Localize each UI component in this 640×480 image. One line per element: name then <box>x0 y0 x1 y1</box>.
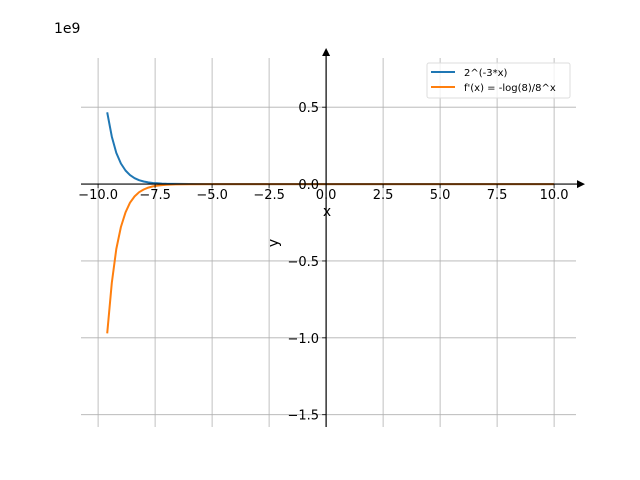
x-tick-label: 2.5 <box>373 188 394 203</box>
axes <box>81 48 585 427</box>
y-tick-label: −1.0 <box>288 332 320 347</box>
tick-labels: −10.0 −7.5 −5.0 −2.5 0.0 2.5 5.0 7.5 10.0 0.5 0.0 −… <box>78 101 568 424</box>
x-axis-label: x <box>323 204 331 220</box>
legend-frame <box>426 62 571 99</box>
y-axis-arrow-icon <box>322 48 331 56</box>
x-tick-label: −7.5 <box>139 188 171 203</box>
x-axis-arrow-icon <box>577 180 585 189</box>
legend: 2^(-3*x) f'(x) = -log(8)/8^x <box>426 62 571 99</box>
y-tick-label: −0.5 <box>288 255 320 270</box>
y-tick-label: 0.5 <box>298 101 319 116</box>
legend-label-0: 2^(-3*x) <box>464 68 508 79</box>
grid <box>81 58 576 427</box>
series-line-0 <box>106 112 555 186</box>
x-tick-label: 5.0 <box>430 188 451 203</box>
x-tick-label: 7.5 <box>487 188 508 203</box>
x-tick-label: 10.0 <box>540 188 569 203</box>
y-tick-label: 0.0 <box>298 178 319 193</box>
x-tick-label: 0.0 <box>316 188 337 203</box>
x-tick-label: −10.0 <box>78 188 118 203</box>
x-tick-label: −2.5 <box>253 188 285 203</box>
series-layer <box>106 112 555 334</box>
x-tick-label: −5.0 <box>196 188 228 203</box>
y-axis-label: y <box>266 239 282 247</box>
y-offset-text: 1e9 <box>54 21 80 37</box>
legend-label-1: f'(x) = -log(8)/8^x <box>464 83 556 94</box>
y-tick-label: −1.5 <box>288 409 320 424</box>
